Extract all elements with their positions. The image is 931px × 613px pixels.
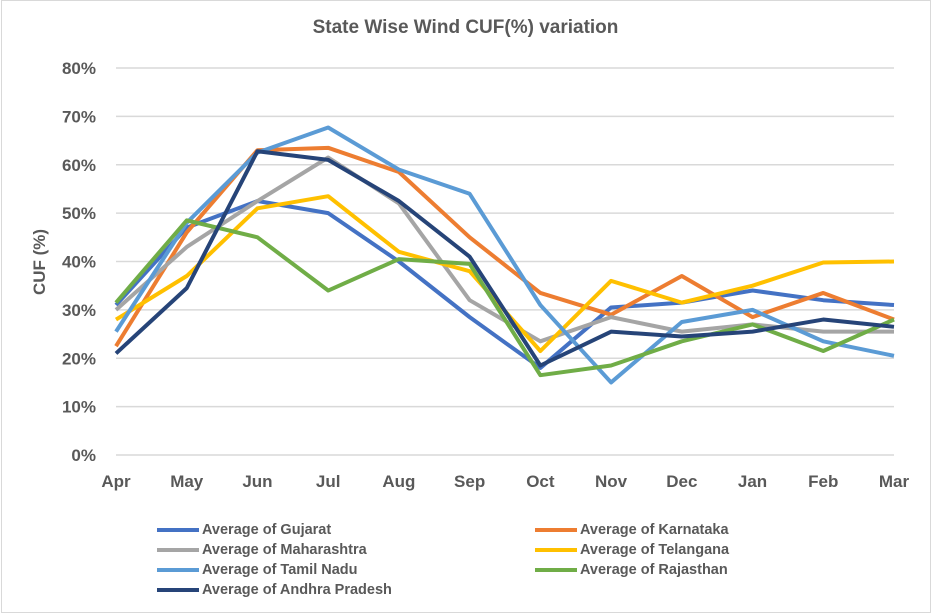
legend-swatch bbox=[157, 588, 199, 592]
legend-item: Average of Karnataka bbox=[535, 522, 729, 538]
legend-label: Average of Telangana bbox=[580, 542, 730, 558]
legend-swatch bbox=[157, 568, 199, 572]
series-line-average-of-andhra-pradesh bbox=[114, 149, 895, 368]
y-tick-label: 80% bbox=[62, 59, 96, 78]
x-tick-label: Sep bbox=[454, 472, 485, 491]
y-tick-label: 30% bbox=[62, 301, 96, 320]
legend-label: Average of Karnataka bbox=[580, 522, 729, 538]
series-line-average-of-tamil-nadu bbox=[114, 125, 895, 385]
legend-item: Average of Telangana bbox=[535, 542, 729, 558]
legend-item: Average of Tamil Nadu bbox=[157, 562, 358, 578]
x-tick-label: Oct bbox=[526, 472, 555, 491]
y-tick-label: 60% bbox=[62, 156, 96, 175]
series-line-average-of-gujarat bbox=[114, 199, 895, 370]
legend-swatch bbox=[157, 548, 199, 552]
legend-item: Average of Maharashtra bbox=[157, 542, 367, 558]
legend-swatch bbox=[535, 528, 577, 532]
x-tick-label: Aug bbox=[382, 472, 415, 491]
legend-label: Average of Rajasthan bbox=[580, 562, 728, 578]
legend-label: Average of Gujarat bbox=[202, 522, 332, 538]
y-tick-label: 70% bbox=[62, 107, 96, 126]
y-axis-title: CUF (%) bbox=[30, 229, 49, 295]
x-tick-label: Jun bbox=[242, 472, 272, 491]
chart-title: State Wise Wind CUF(%) variation bbox=[312, 17, 619, 38]
legend-item: Average of Andhra Pradesh bbox=[157, 582, 392, 598]
y-tick-label: 10% bbox=[62, 398, 96, 417]
legend-swatch bbox=[535, 548, 577, 552]
y-tick-label: 20% bbox=[62, 349, 96, 368]
x-tick-label: Mar bbox=[879, 472, 910, 491]
x-tick-label: Nov bbox=[595, 472, 628, 491]
legend-label: Average of Tamil Nadu bbox=[202, 562, 358, 578]
legend-swatch bbox=[535, 568, 577, 572]
legend-swatch bbox=[157, 528, 199, 532]
y-tick-label: 50% bbox=[62, 204, 96, 223]
legend-item: Average of Gujarat bbox=[157, 522, 331, 538]
legend-item: Average of Rajasthan bbox=[535, 562, 728, 578]
x-tick-label: Apr bbox=[101, 472, 131, 491]
legend-label: Average of Maharashtra bbox=[202, 542, 367, 558]
y-tick-label: 40% bbox=[62, 253, 96, 272]
series-line-average-of-rajasthan bbox=[114, 218, 895, 378]
x-tick-label: Jul bbox=[316, 472, 341, 491]
x-tick-label: Dec bbox=[666, 472, 697, 491]
x-tick-label: Jan bbox=[738, 472, 767, 491]
legend-label: Average of Andhra Pradesh bbox=[202, 582, 392, 598]
y-tick-label: 0% bbox=[71, 446, 96, 465]
x-tick-label: Feb bbox=[808, 472, 838, 491]
x-tick-label: May bbox=[170, 472, 204, 491]
